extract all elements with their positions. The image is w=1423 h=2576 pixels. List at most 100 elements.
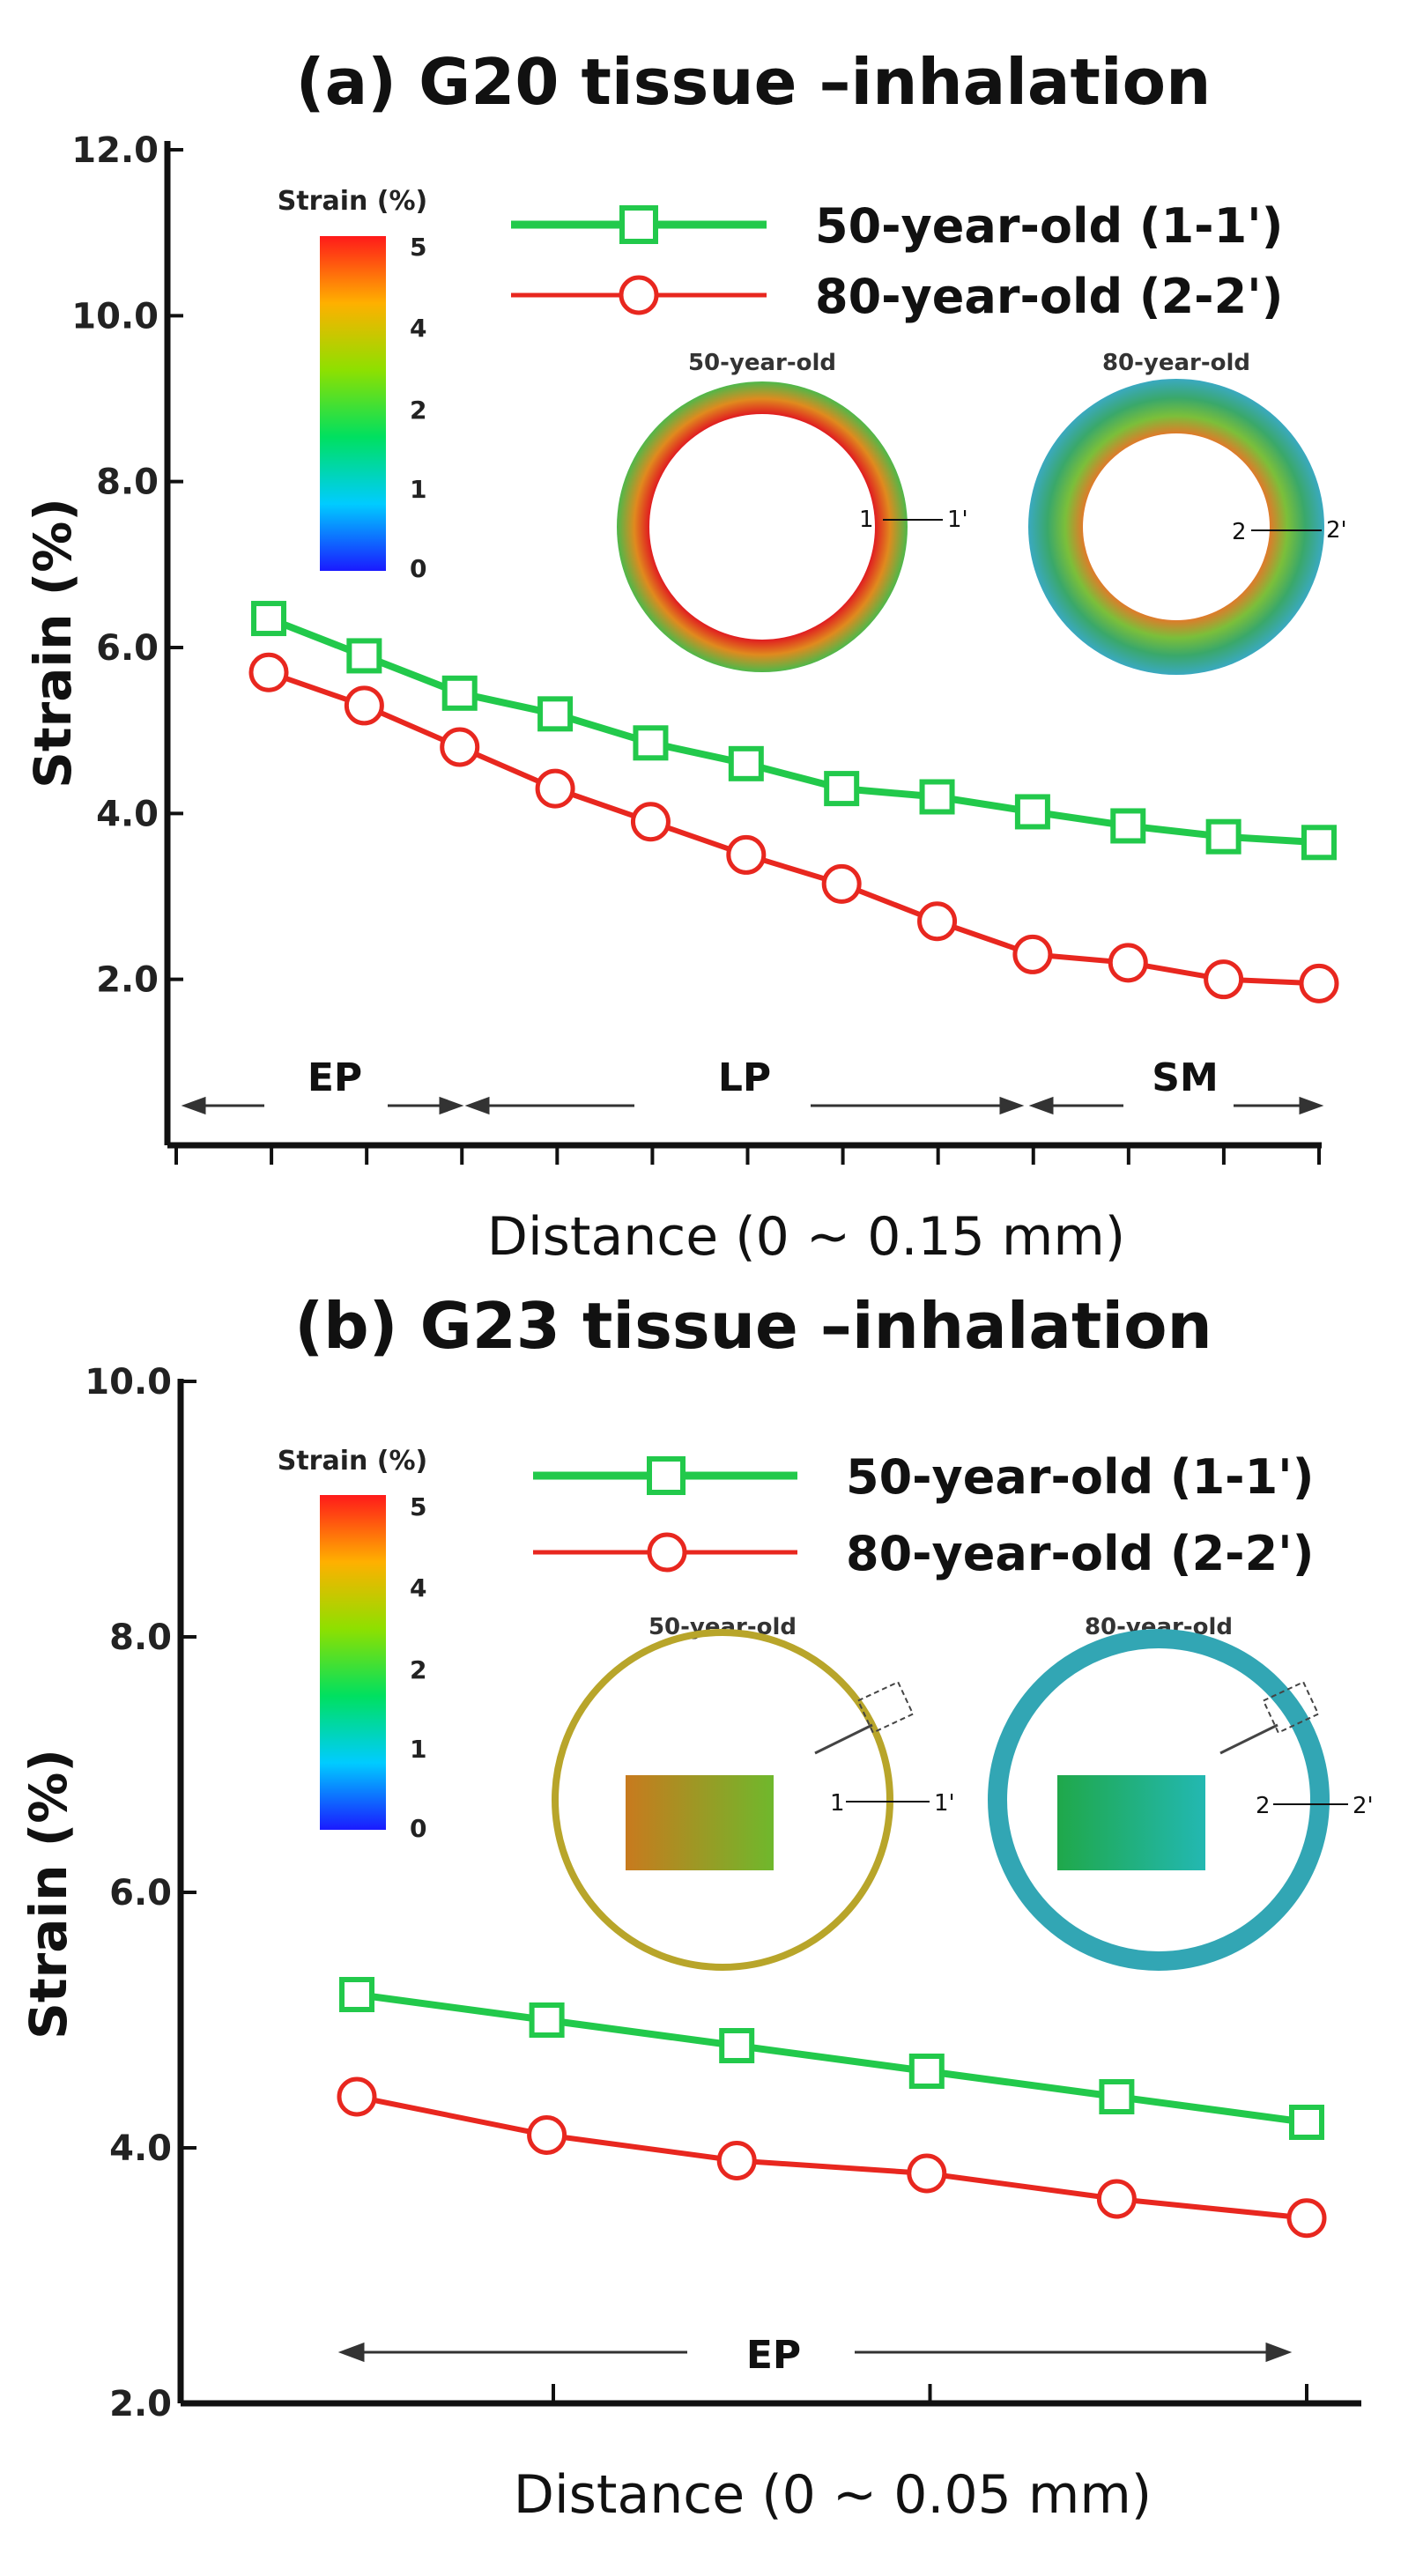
data-point-50-year-old [1205,818,1241,855]
section-a-2: 2 [1232,519,1247,545]
section-a-1: 1 [859,507,874,533]
legend-a-50-marker [619,205,658,244]
sm-arrow-right-head [1299,1096,1324,1115]
panel-a-inset-50: 50-year-old 1 1' [617,350,968,672]
series-line-80-year-old [356,2094,1308,2221]
colorbar-b-tick-5: 5 [410,1492,426,1521]
y-tick-label: 2.0 [109,2384,172,2424]
inset-b-80-zoom-box [1262,1680,1320,1735]
data-point-80-year-old [1108,943,1148,983]
colorbar-tick-2: 2 [410,396,426,425]
data-point-80-year-old [1096,2179,1137,2219]
panel-b-x-ticks [552,2384,1308,2403]
region-lp-label: LP [718,1055,771,1100]
panel-a-colorbar: Strain (%) 5 4 2 1 0 [278,186,428,583]
y-tick-label: 4.0 [109,2128,172,2169]
ep-b-arrow-right-head [1265,2342,1293,2363]
data-point-50-year-old [1099,2079,1135,2114]
sm-arrow-left-head [1028,1096,1054,1115]
y-tick-label: 10.0 [85,1362,172,1403]
data-point-50-year-old [824,771,860,807]
data-point-80-year-old [1286,2198,1327,2239]
inset-a-50-label: 50-year-old [688,350,836,376]
inset-a-50-lumen [649,414,875,640]
data-point-80-year-old [821,863,862,904]
panel-a-y-label: Strain (%) [23,498,83,788]
data-point-50-year-old [529,2002,565,2038]
legend-a-80-label: 80-year-old (2-2') [815,269,1283,324]
panel-b-x-label: Distance (0 ~ 0.05 mm) [514,2464,1152,2526]
colorbar-b-title: Strain (%) [278,1446,428,1477]
inset-b-80-ring [988,1629,1330,1971]
colorbar-tick-5: 5 [410,233,426,262]
data-point-80-year-old [726,834,767,875]
data-point-50-year-old [441,675,478,711]
section-a-2prime: 2' [1326,517,1347,544]
ep-arrow-right-head [439,1096,464,1115]
colorbar-b-tick-2: 2 [410,1655,426,1684]
panel-b-series [337,1977,1327,2239]
data-point-50-year-old [1289,2105,1324,2140]
panel-a-legend: 50-year-old (1-1') 80-year-old (2-2') [511,198,1283,324]
data-point-80-year-old [1299,963,1339,1003]
y-tick-label: 10.0 [71,296,159,337]
panel-a-series [248,601,1339,1003]
panel-a-y-ticks: 2.0 4.0 6.0 8.0 10.0 12.0 [71,130,183,1001]
data-point-50-year-old [339,1977,374,2012]
data-point-80-year-old [337,2076,377,2117]
y-tick-label: 8.0 [96,463,159,503]
data-point-50-year-old [251,601,286,637]
data-point-80-year-old [917,901,958,942]
section-b-1prime: 1' [934,1790,955,1817]
panel-a-inset-80: 80-year-old 2 2' [1028,350,1347,675]
data-point-50-year-old [1301,825,1337,861]
inset-b-50-zoom-box [856,1680,915,1735]
data-point-80-year-old [344,685,384,726]
region-sm-label: SM [1152,1055,1218,1100]
panel-b-y-label: Strain (%) [19,1749,78,2039]
y-tick-label: 6.0 [96,628,159,669]
data-point-50-year-old [1110,808,1146,844]
colorbar-b-tick-4: 4 [410,1573,426,1603]
panel-b: (b) G23 tissue –inhalation 2.0 4.0 6.0 8.0 1… [19,1289,1374,2526]
panel-a-regions [181,1096,1324,1115]
section-b-2: 2 [1256,1793,1271,1819]
legend-b-80-label: 80-year-old (2-2') [846,1526,1314,1581]
legend-b-50-marker [647,1456,686,1495]
panel-a-x-ticks [174,1145,1321,1165]
panel-b-title: (b) G23 tissue –inhalation [294,1289,1212,1363]
data-point-80-year-old [527,2115,567,2155]
y-tick-label: 6.0 [109,1873,172,1913]
region-ep-label: EP [308,1055,362,1100]
lp-arrow-right-head [999,1096,1025,1115]
panel-a-x-label: Distance (0 ~ 0.15 mm) [487,1206,1125,1268]
data-point-80-year-old [535,768,575,809]
inset-b-50-label: 50-year-old [649,1614,797,1640]
section-a-1prime: 1' [947,507,968,533]
data-point-80-year-old [1012,934,1053,974]
series-line-50-year-old [356,1991,1308,2126]
inset-b-80-zoom-pointer [1219,1723,1278,1755]
data-point-80-year-old [248,652,289,692]
data-point-50-year-old [919,779,955,815]
colorbar-tick-4: 4 [410,314,426,343]
inset-b-80-box [1057,1775,1205,1870]
y-tick-label: 2.0 [96,960,159,1001]
colorbar-tick-1: 1 [410,475,426,504]
ep-b-arrow-left-head [337,2342,365,2363]
legend-a-80-marker [619,275,659,315]
colorbar-title: Strain (%) [278,186,428,217]
panel-a: (a) G20 tissue –inhalation 2.0 4.0 6.0 8.0 1… [23,45,1347,1268]
ep-arrow-left-head [181,1096,206,1115]
section-b-2prime: 2' [1353,1793,1374,1819]
inset-b-50-zoom-pointer [814,1723,873,1755]
colorbar-gradient [320,236,386,571]
data-point-80-year-old [1204,959,1244,1000]
panel-b-regions [337,2342,1293,2363]
lp-arrow-left-head [464,1096,490,1115]
data-point-50-year-old [1014,794,1050,830]
data-point-80-year-old [716,2141,757,2180]
panel-b-colorbar: Strain (%) 5 4 2 1 0 [278,1446,428,1843]
colorbar-b-tick-1: 1 [410,1735,426,1764]
